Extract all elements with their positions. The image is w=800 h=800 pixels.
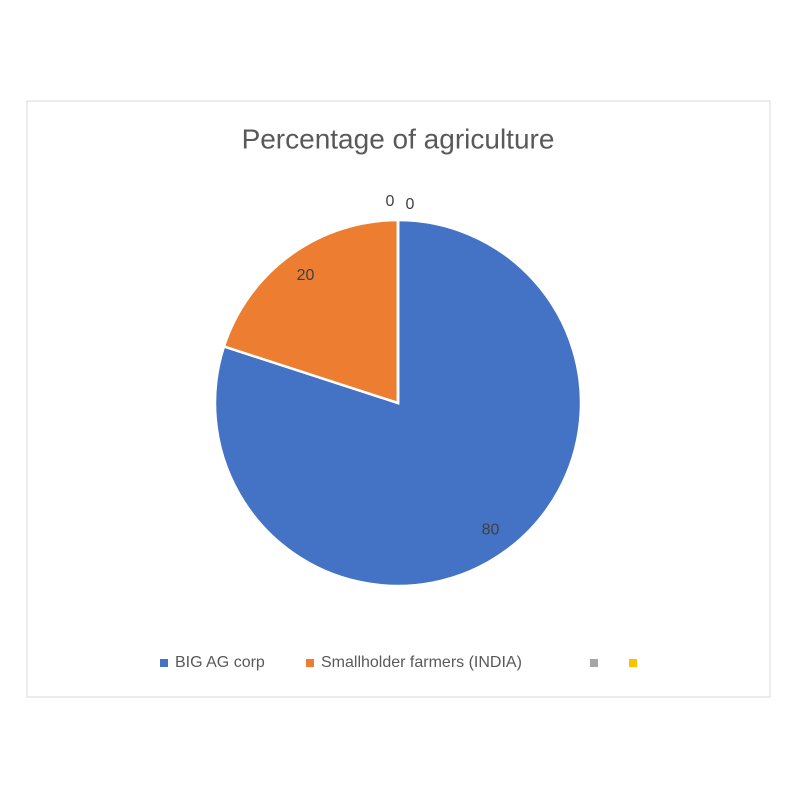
legend-marker (160, 659, 168, 667)
legend-marker (306, 659, 314, 667)
legend-marker (590, 659, 598, 667)
chart-title: Percentage of agriculture (242, 123, 555, 154)
legend-label: BIG AG corp (175, 654, 265, 671)
data-label: 0 (386, 193, 395, 210)
data-label: 80 (482, 522, 500, 539)
data-label: 0 (406, 196, 415, 213)
legend-marker (629, 659, 637, 667)
data-label: 20 (297, 267, 315, 284)
legend-label: Smallholder farmers (INDIA) (321, 654, 522, 671)
pie-slice (222, 218, 400, 405)
pie-slice (213, 218, 583, 588)
